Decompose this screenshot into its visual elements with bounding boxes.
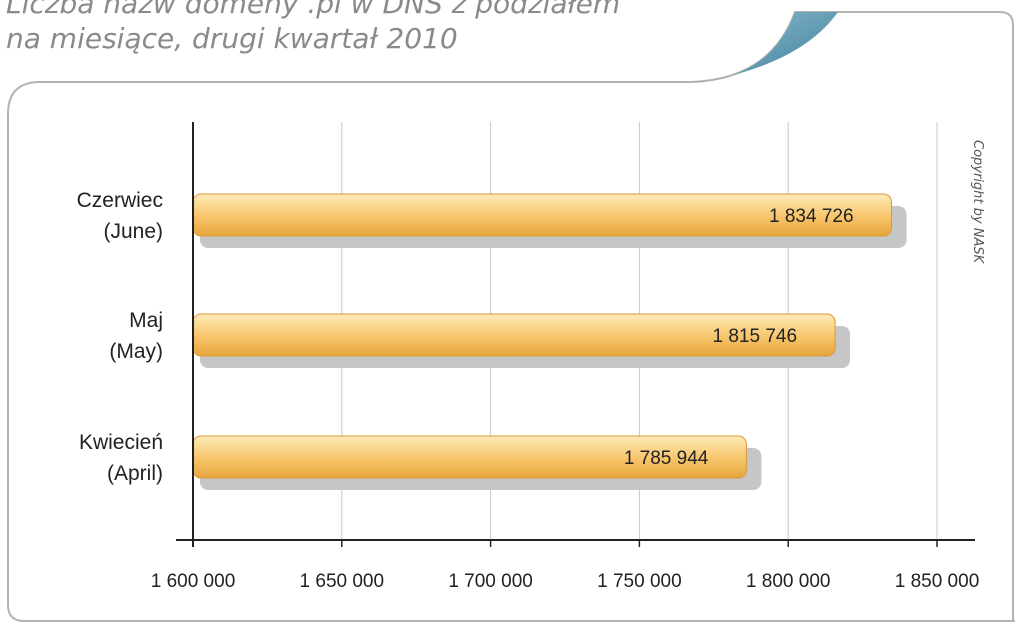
x-tick-label: 1 700 000	[448, 571, 533, 592]
copyright-note: Copyright by NASK	[970, 140, 985, 264]
data-label: 1 834 726	[769, 206, 854, 227]
x-tick-label: 1 750 000	[597, 571, 682, 592]
category-label: Czerwiec	[77, 189, 163, 212]
data-label: 1 815 746	[713, 326, 798, 347]
x-tick-label: 1 650 000	[300, 571, 385, 592]
category-label: (April)	[107, 462, 163, 485]
chart-title-line-2: na miesiące, drugi kwartał 2010	[6, 22, 458, 55]
category-label: (June)	[103, 220, 163, 243]
category-label: Maj	[129, 309, 163, 332]
data-label: 1 785 944	[624, 448, 709, 469]
bars	[192, 193, 893, 479]
axes	[176, 122, 975, 547]
x-tick-label: 1 850 000	[895, 571, 980, 592]
labels: 1 600 000 1 650 000 1 700 000 1 750 000 1 80…	[77, 189, 980, 592]
chart-title-line-1: Liczba nazw domeny .pl w DNS z podziałem	[6, 0, 621, 20]
chart-title: Liczba nazw domeny .pl w DNS z podziałem…	[6, 0, 646, 56]
x-tick-label: 1 800 000	[746, 571, 831, 592]
decorative-swoosh	[690, 12, 838, 82]
x-tick-label: 1 600 000	[151, 571, 236, 592]
category-label: Kwiecień	[79, 431, 163, 454]
category-label: (May)	[109, 340, 163, 363]
